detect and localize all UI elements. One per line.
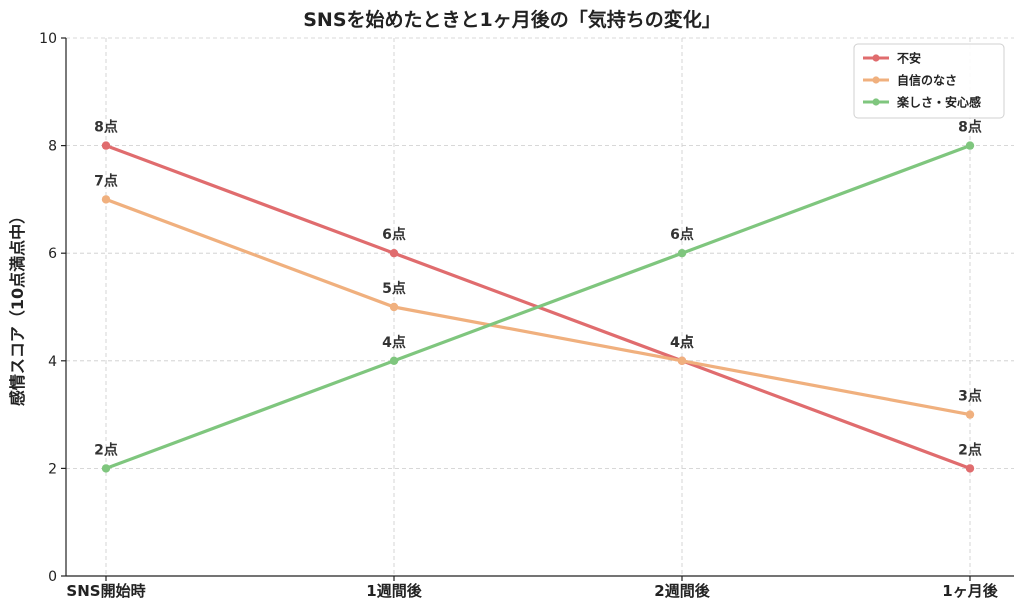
legend-item: 不安 xyxy=(863,51,921,66)
axes-layer: 0 2 4 6 8 10 SNS開始時 1週間後 2週間後 1ヶ月後 xyxy=(39,31,1014,600)
data-label: 2点 xyxy=(958,441,982,458)
data-point xyxy=(677,356,687,365)
data-point xyxy=(101,464,111,473)
x-tick-label: 1ヶ月後 xyxy=(942,582,998,600)
legend-item: 楽しさ・安心感 xyxy=(863,95,981,110)
y-tick-label: 0 xyxy=(48,569,57,585)
data-point xyxy=(965,464,975,473)
legend-label: 自信のなさ xyxy=(897,73,957,88)
x-tick-label: 2週間後 xyxy=(654,582,710,600)
x-tick-label: SNS開始時 xyxy=(66,582,145,600)
y-axis-label: 感情スコア（10点満点中） xyxy=(8,208,27,406)
series-line xyxy=(105,197,971,417)
y-tick-label: 4 xyxy=(48,354,57,370)
data-point xyxy=(677,249,687,258)
legend-swatch-marker xyxy=(872,76,880,84)
data-label: 3点 xyxy=(958,388,982,405)
data-label: 2点 xyxy=(94,441,118,458)
data-point xyxy=(965,410,975,419)
legend-item: 自信のなさ xyxy=(863,73,957,88)
data-point xyxy=(389,302,399,312)
legend-swatch-marker xyxy=(872,98,880,106)
series-1 xyxy=(101,195,975,419)
data-point xyxy=(101,195,111,204)
legend-box xyxy=(853,43,1005,119)
series-layer xyxy=(101,141,975,473)
data-label: 5点 xyxy=(382,280,406,297)
series-2 xyxy=(101,141,975,473)
data-label: 4点 xyxy=(382,334,406,351)
legend-swatch-marker xyxy=(872,54,880,62)
data-label: 7点 xyxy=(94,172,118,189)
y-tick-label: 10 xyxy=(39,31,57,47)
y-tick-label: 2 xyxy=(48,461,57,477)
data-label: 8点 xyxy=(958,119,982,136)
data-point xyxy=(389,249,399,258)
series-line xyxy=(105,144,971,470)
data-point xyxy=(101,141,111,150)
y-tick-label: 6 xyxy=(48,246,57,262)
chart-title: SNSを始めたときと1ヶ月後の「気持ちの変化」 xyxy=(303,8,721,31)
y-tick-label: 8 xyxy=(48,139,57,155)
data-label: 6点 xyxy=(670,226,694,243)
data-label: 4点 xyxy=(670,334,694,351)
data-label: 6点 xyxy=(382,226,406,243)
data-label: 4点 xyxy=(670,334,694,351)
legend-label: 楽しさ・安心感 xyxy=(897,95,981,110)
data-label: 8点 xyxy=(94,119,118,136)
data-point xyxy=(389,356,399,365)
data-point xyxy=(965,141,975,150)
legend-label: 不安 xyxy=(897,51,921,66)
x-tick-label: 1週間後 xyxy=(366,582,422,600)
